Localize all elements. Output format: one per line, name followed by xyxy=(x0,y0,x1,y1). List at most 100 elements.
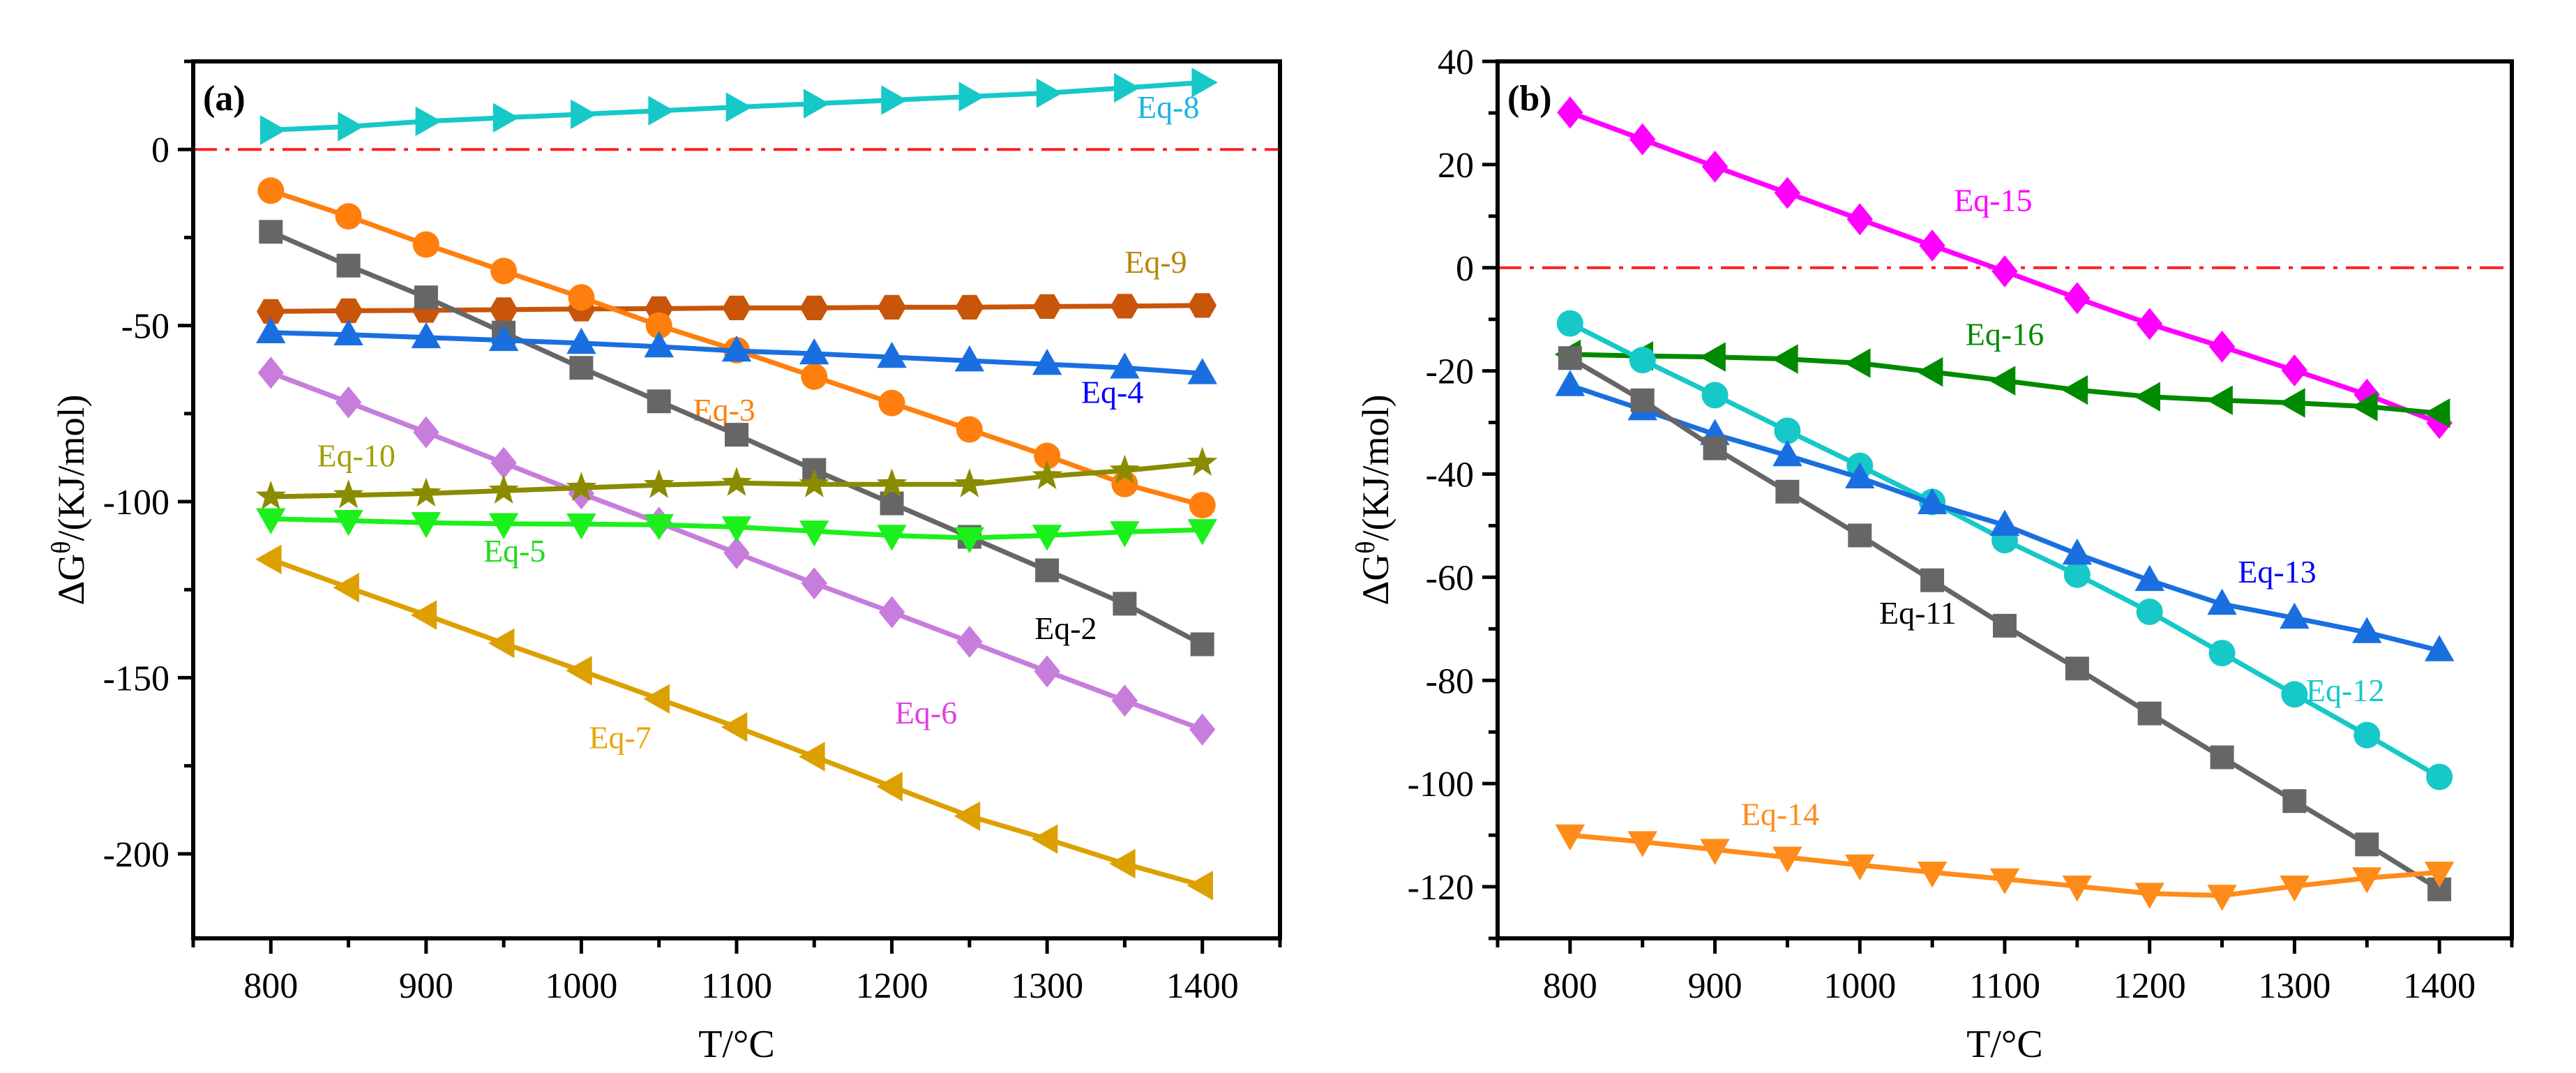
data-point-triangle-down xyxy=(1989,868,2020,895)
y-tick-label: 20 xyxy=(1438,146,1474,186)
data-point-triangle-down xyxy=(721,516,752,543)
data-point-diamond xyxy=(723,536,750,569)
data-point-star xyxy=(488,474,519,504)
series-eq-2: Eq-2 xyxy=(259,220,1214,656)
data-point-circle xyxy=(1034,442,1061,470)
data-point-triangle-down xyxy=(2134,883,2164,909)
y-tick-label: -40 xyxy=(1426,456,1474,495)
data-point-square xyxy=(2282,789,2307,813)
series-label: Eq-10 xyxy=(317,438,395,474)
y-tick-label: 0 xyxy=(1456,249,1474,289)
x-tick-label: 800 xyxy=(243,966,298,1006)
series-label: Eq-6 xyxy=(895,695,957,730)
x-axis-title: T/°C xyxy=(698,1023,775,1066)
y-tick-label: 40 xyxy=(1438,43,1474,82)
data-point-diamond xyxy=(1774,177,1801,209)
series-eq-16: Eq-16 xyxy=(1554,317,2450,428)
data-point-triangle-left xyxy=(1187,871,1213,901)
y-axis-title-main: ΔG xyxy=(1355,554,1396,606)
data-point-square xyxy=(1848,523,1872,548)
data-point-square xyxy=(1775,479,1800,504)
series-label: Eq-11 xyxy=(1879,595,1957,631)
data-point-triangle-up xyxy=(1917,488,1948,514)
panel-a-chart: 800 900 1000 1100 1200 1300 1400 0 -50 -100 -150 -2… xyxy=(47,59,1282,1066)
plot-frame xyxy=(191,59,1282,940)
data-point-triangle-up xyxy=(333,319,363,345)
series-eq-9: Eq-9 xyxy=(256,244,1217,324)
panel-label: (a) xyxy=(203,79,246,119)
data-point-square xyxy=(1113,592,1137,616)
series-eq-4: Eq-4 xyxy=(256,317,1217,410)
data-point-triangle-up xyxy=(411,322,442,349)
y-tick-label: -100 xyxy=(103,483,170,523)
y-axis-title-unit: /(KJ/mol) xyxy=(50,395,92,541)
x-tick-label: 1100 xyxy=(1969,966,2040,1006)
data-point-square xyxy=(1703,436,1727,460)
data-point-square xyxy=(1993,613,2017,638)
data-point-diamond xyxy=(956,626,983,658)
data-point-circle xyxy=(257,177,285,204)
data-point-triangle-left xyxy=(721,712,748,742)
data-point-square xyxy=(2355,832,2379,857)
data-point-diamond xyxy=(335,386,362,419)
data-point-square xyxy=(647,389,671,414)
data-point-circle xyxy=(335,203,362,230)
data-point-circle xyxy=(2281,681,2308,708)
data-point-triangle-down xyxy=(1110,521,1140,548)
data-point-triangle-down xyxy=(1845,854,1875,881)
data-point-star xyxy=(799,468,830,497)
data-point-star xyxy=(411,477,442,507)
y-tick-label: -100 xyxy=(1408,765,1474,804)
data-point-triangle-left xyxy=(1917,357,1943,387)
y-tick-label: -150 xyxy=(103,659,170,698)
data-point-square xyxy=(336,253,361,278)
data-point-diamond xyxy=(490,447,517,479)
data-point-circle xyxy=(956,416,983,443)
data-point-triangle-down xyxy=(2424,862,2455,888)
data-point-triangle-up xyxy=(877,341,907,368)
series-label: Eq-15 xyxy=(1954,182,2032,218)
series-label: Eq-2 xyxy=(1034,610,1097,646)
data-point-star xyxy=(1032,460,1062,490)
series-eq-13: Eq-13 xyxy=(1555,370,2455,661)
panel-b-chart: 800 900 1000 1100 1200 1300 1400 40 20 0 -20 -40 -60… xyxy=(1351,43,2514,1066)
series-eq-11: Eq-11 xyxy=(1558,346,2452,901)
data-point-triangle-left xyxy=(2206,385,2233,415)
data-point-triangle-down xyxy=(333,510,363,536)
data-point-triangle-left xyxy=(1989,366,2016,396)
data-point-triangle-up xyxy=(954,345,985,372)
x-tick-label: 1300 xyxy=(2258,966,2330,1006)
data-point-hexagon xyxy=(256,299,285,324)
data-point-hexagon xyxy=(722,295,751,320)
data-point-triangle-up xyxy=(2352,617,2382,643)
data-point-hexagon xyxy=(878,294,906,320)
data-point-circle xyxy=(1556,310,1583,337)
data-point-diamond xyxy=(1629,123,1656,156)
data-point-triangle-up xyxy=(1772,440,1802,467)
x-tick-label: 900 xyxy=(1688,966,1742,1006)
plot-frame xyxy=(1496,59,2514,940)
data-point-star xyxy=(876,468,907,497)
series-label: Eq-14 xyxy=(1741,796,1819,832)
data-point-diamond xyxy=(2281,354,2308,387)
data-point-star xyxy=(1109,454,1140,484)
data-point-square xyxy=(725,423,748,447)
y-axis-title: ΔGθ/(KJ/mol) xyxy=(47,395,92,606)
data-point-square xyxy=(414,285,438,310)
data-point-circle xyxy=(1774,417,1801,444)
data-point-diamond xyxy=(1189,713,1216,746)
data-point-triangle-down xyxy=(1700,839,1730,865)
data-point-circle xyxy=(2426,763,2453,790)
data-point-circle xyxy=(645,312,672,339)
data-point-star xyxy=(721,467,752,496)
data-point-triangle-left xyxy=(2351,391,2378,421)
x-tick-label: 1100 xyxy=(701,966,772,1006)
data-point-triangle-down xyxy=(1772,846,1802,873)
data-point-triangle-left xyxy=(488,628,515,659)
data-point-triangle-right xyxy=(958,82,985,112)
data-point-hexagon xyxy=(955,294,984,320)
data-point-triangle-right xyxy=(492,103,520,133)
data-point-square xyxy=(1190,632,1214,656)
data-point-triangle-down xyxy=(1555,824,1585,851)
